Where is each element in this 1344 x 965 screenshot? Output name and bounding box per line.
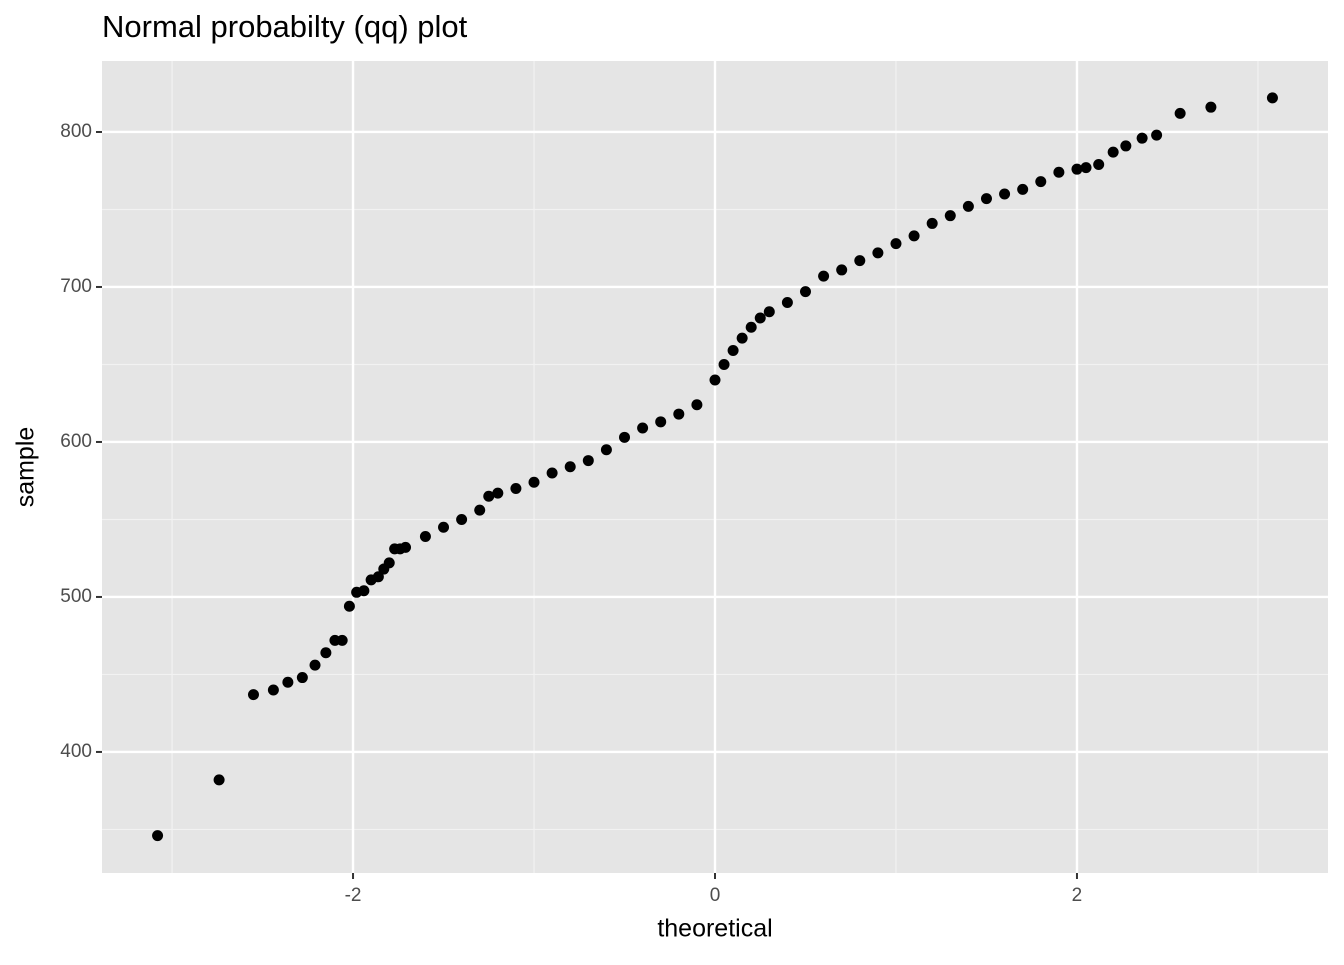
chart-title: Normal probabilty (qq) plot: [102, 9, 468, 44]
point: [1053, 166, 1065, 178]
point: [1107, 146, 1119, 158]
point: [510, 482, 522, 494]
point: [336, 634, 348, 646]
point: [213, 774, 225, 786]
point: [709, 374, 721, 386]
point: [320, 647, 332, 659]
point: [383, 557, 395, 569]
y-tick-label: 400: [60, 741, 92, 762]
point: [1151, 129, 1163, 141]
point: [456, 513, 468, 525]
point: [343, 600, 355, 612]
point: [890, 238, 902, 250]
point: [637, 422, 649, 434]
point: [718, 358, 730, 370]
point: [1266, 92, 1278, 104]
x-tick-label: 2: [1072, 885, 1083, 906]
point: [247, 689, 259, 701]
point: [1174, 107, 1186, 119]
point: [474, 504, 486, 516]
point: [691, 399, 703, 411]
point: [400, 541, 412, 553]
point: [296, 672, 308, 684]
point: [372, 571, 384, 583]
point: [908, 230, 920, 242]
point: [944, 210, 956, 222]
y-tick-label: 500: [60, 586, 92, 607]
y-tick-label: 700: [60, 276, 92, 297]
point: [267, 684, 279, 696]
point: [528, 476, 540, 488]
y-axis-label: sample: [12, 427, 40, 508]
point: [673, 408, 685, 420]
point: [1017, 183, 1029, 195]
point: [564, 461, 576, 473]
point: [962, 200, 974, 212]
point: [754, 312, 766, 324]
point: [1205, 101, 1217, 113]
point: [1136, 132, 1148, 144]
point: [419, 531, 431, 543]
point: [492, 487, 504, 499]
point: [152, 830, 164, 842]
point: [763, 306, 775, 318]
y-tick-label: 600: [60, 431, 92, 452]
point: [1071, 163, 1083, 175]
point: [781, 296, 793, 308]
x-axis-label: theoretical: [657, 915, 772, 943]
point: [854, 255, 866, 267]
point: [1120, 140, 1132, 152]
point: [582, 455, 594, 467]
point: [872, 247, 884, 259]
point: [358, 585, 370, 597]
point: [836, 264, 848, 276]
point: [799, 286, 811, 298]
point: [546, 467, 558, 479]
point: [1093, 159, 1105, 171]
x-tick-label: 0: [710, 885, 721, 906]
point: [483, 490, 495, 502]
point: [438, 521, 450, 533]
point: [619, 431, 631, 443]
point: [655, 416, 667, 428]
point: [1080, 162, 1092, 174]
point: [980, 193, 992, 205]
point: [736, 332, 748, 344]
point: [818, 270, 830, 282]
point: [999, 188, 1011, 200]
x-tick-label: -2: [345, 885, 362, 906]
y-tick-label: 800: [60, 121, 92, 142]
point: [926, 217, 938, 229]
point: [727, 345, 739, 357]
point: [282, 676, 294, 688]
point: [600, 444, 612, 456]
point: [745, 321, 757, 333]
point: [1035, 176, 1047, 188]
point: [309, 659, 321, 671]
